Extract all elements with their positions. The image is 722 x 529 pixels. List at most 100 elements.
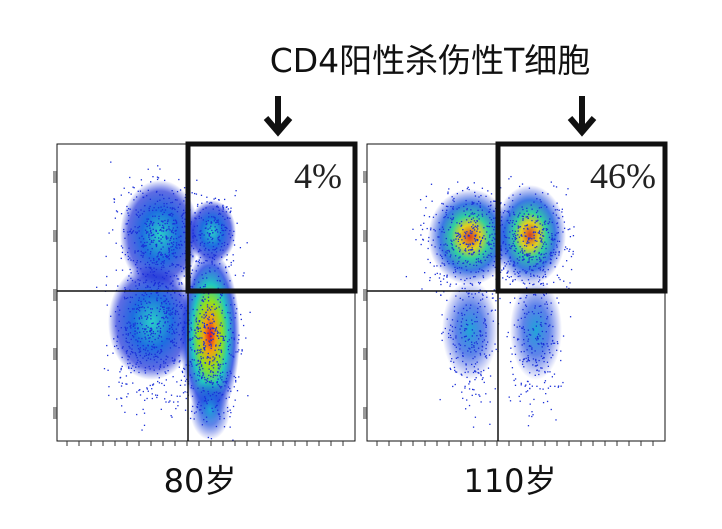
decor xyxy=(217,267,219,269)
decor xyxy=(171,416,173,418)
decor xyxy=(447,191,449,193)
decor xyxy=(193,314,195,317)
decor xyxy=(174,313,177,316)
decor xyxy=(163,360,165,362)
decor xyxy=(224,218,226,221)
decor xyxy=(217,392,220,395)
decor xyxy=(237,351,239,353)
decor xyxy=(190,223,192,225)
decor xyxy=(210,222,212,224)
decor xyxy=(451,244,454,246)
decor xyxy=(509,219,512,222)
decor xyxy=(194,329,196,331)
decor xyxy=(536,258,538,261)
decor xyxy=(139,279,141,282)
decor xyxy=(146,231,148,233)
decor xyxy=(524,225,526,227)
decor xyxy=(200,348,202,351)
decor xyxy=(146,220,148,222)
decor xyxy=(513,214,516,216)
decor xyxy=(471,242,474,244)
decor xyxy=(162,306,164,308)
decor xyxy=(526,390,529,392)
decor xyxy=(203,347,205,349)
decor xyxy=(572,235,575,237)
decor xyxy=(213,359,215,361)
decor xyxy=(210,381,212,384)
decor xyxy=(178,354,180,357)
decor xyxy=(206,420,208,423)
decor xyxy=(447,216,449,219)
decor xyxy=(486,242,488,244)
decor xyxy=(199,360,202,362)
decor xyxy=(477,338,480,340)
decor xyxy=(553,248,555,251)
decor xyxy=(186,322,188,324)
decor xyxy=(543,221,546,224)
decor xyxy=(136,391,138,393)
decor xyxy=(170,414,172,417)
decor xyxy=(219,375,221,377)
decor xyxy=(454,371,457,373)
decor xyxy=(150,318,152,320)
decor xyxy=(558,254,560,256)
decor xyxy=(538,276,541,278)
decor xyxy=(505,263,508,265)
decor xyxy=(501,254,503,256)
decor xyxy=(438,222,440,224)
decor xyxy=(520,234,523,236)
decor xyxy=(526,242,528,244)
decor xyxy=(527,228,529,230)
decor xyxy=(537,333,540,335)
decor xyxy=(128,367,130,369)
decor xyxy=(243,272,245,274)
decor xyxy=(456,267,459,270)
decor xyxy=(195,336,198,339)
decor xyxy=(475,234,477,236)
decor xyxy=(518,302,520,305)
decor xyxy=(415,239,417,241)
decor xyxy=(184,391,186,393)
decor xyxy=(555,186,558,188)
decor xyxy=(453,366,456,369)
decor xyxy=(470,249,473,251)
decor xyxy=(108,386,110,388)
decor xyxy=(214,330,216,332)
decor xyxy=(197,260,199,263)
decor xyxy=(204,298,206,300)
decor xyxy=(489,423,491,425)
decor xyxy=(153,369,155,371)
decor xyxy=(207,332,209,334)
decor xyxy=(512,206,514,208)
decor xyxy=(468,292,470,294)
decor xyxy=(173,345,175,347)
decor xyxy=(526,271,528,273)
decor xyxy=(162,283,164,285)
decor xyxy=(175,342,178,344)
decor xyxy=(522,215,525,218)
decor xyxy=(524,270,526,272)
decor xyxy=(152,365,155,367)
decor xyxy=(435,213,437,216)
decor xyxy=(501,216,503,218)
decor xyxy=(456,222,458,224)
decor xyxy=(222,234,225,236)
decor xyxy=(238,349,240,351)
decor xyxy=(196,179,198,181)
decor xyxy=(178,282,180,284)
decor xyxy=(452,206,454,208)
decor xyxy=(178,283,180,286)
decor xyxy=(569,248,571,250)
decor xyxy=(131,344,134,346)
decor xyxy=(230,264,232,266)
decor xyxy=(469,307,471,309)
decor xyxy=(120,257,122,260)
decor xyxy=(487,254,490,256)
decor xyxy=(531,352,533,354)
decor xyxy=(505,252,507,255)
decor xyxy=(558,276,560,279)
decor xyxy=(481,349,483,351)
decor xyxy=(214,374,217,377)
decor xyxy=(144,245,146,247)
decor xyxy=(534,365,537,367)
